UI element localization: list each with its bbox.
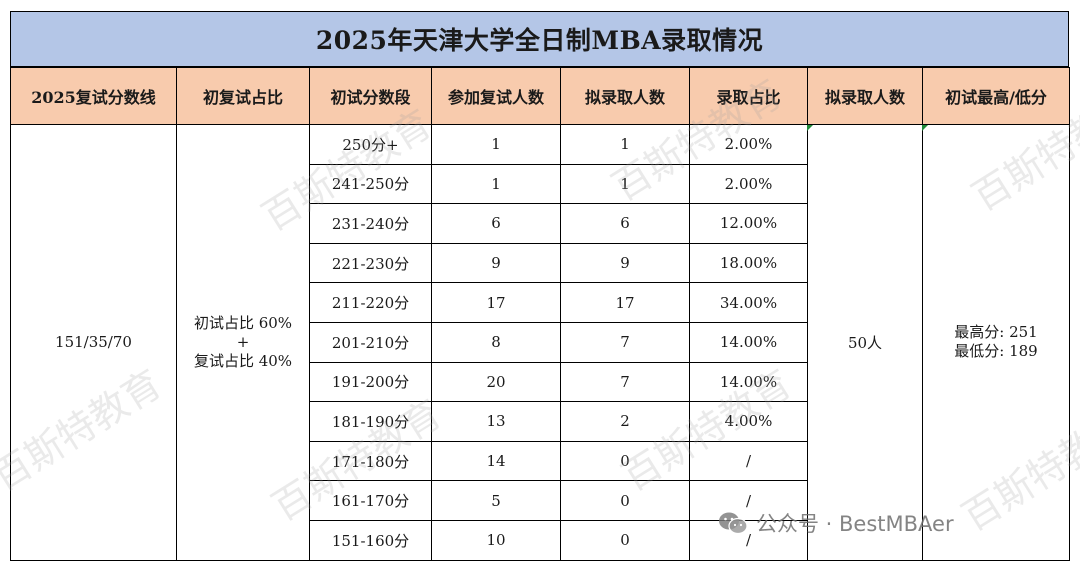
table-row: 231-240分 6 6 12.00% — [11, 203, 1070, 244]
ratio-stack: 初试占比 60% + 复试占比 40% — [177, 314, 309, 371]
ratio-initial: 初试占比 60% — [193, 313, 293, 332]
admit-rate-cell: 14.00% — [689, 321, 808, 363]
admit-rate-cell: / — [689, 440, 808, 482]
header-admitted: 拟录取人数 — [560, 67, 690, 125]
table-row: 241-250分 1 1 2.00% — [11, 163, 1070, 205]
participants-cell: 1 — [431, 163, 561, 205]
header-admit-rate: 录取占比 — [689, 67, 808, 125]
admitted-cell: 0 — [560, 480, 690, 521]
score-band-cell: 181-190分 — [309, 401, 432, 442]
table-row: 171-180分 14 0/ — [11, 440, 1070, 482]
admit-rate-cell: 34.00% — [689, 282, 808, 323]
admit-rate-cell: 18.00% — [689, 242, 808, 284]
participants-cell: 1 — [431, 124, 561, 165]
score-band-cell: 151-160分 — [309, 519, 432, 561]
score-band-cell: 250分+ — [309, 124, 432, 165]
wechat-account-label: 公众号 · BestMBAer — [756, 512, 954, 536]
score-band-cell: 171-180分 — [309, 440, 432, 482]
admit-rate-cell: / — [689, 480, 808, 521]
table-row: 181-190分 13 2 4.00% — [11, 401, 1070, 442]
admitted-cell: 0 — [560, 440, 690, 482]
participants-cell: 5 — [431, 480, 561, 521]
score-band-cell: 161-170分 — [309, 480, 432, 521]
admitted-cell: 1 — [560, 124, 690, 165]
ratio-retest: 复试占比 40% — [193, 351, 293, 370]
header-high-low: 初试最高/低分 — [922, 67, 1070, 125]
admitted-cell: 7 — [560, 321, 690, 363]
admitted-cell: 1 — [560, 163, 690, 205]
score-band-cell: 231-240分 — [309, 203, 432, 244]
admitted-cell: 7 — [560, 361, 690, 403]
comment-marker — [807, 125, 813, 131]
highest-score: 最高分: 251 — [954, 323, 1038, 342]
ratio-cell: 初试占比 60% + 复试占比 40% — [176, 124, 310, 561]
score-band-cell: 211-220分 — [309, 282, 432, 323]
participants-cell: 9 — [431, 242, 561, 284]
participants-cell: 20 — [431, 361, 561, 403]
admit-rate-cell: 2.00% — [689, 163, 808, 205]
participants-cell: 17 — [431, 282, 561, 323]
table-row: 201-210分 8 7 14.00% — [11, 321, 1070, 363]
admit-rate-cell: 14.00% — [689, 361, 808, 403]
high-low-cell: 最高分: 251 最低分: 189 — [922, 124, 1070, 561]
cutoff-cell: 151/35/70 — [10, 124, 177, 561]
wechat-footer: 公众号 · BestMBAer — [718, 508, 954, 538]
table-row: 151/35/70 初试占比 60% + 复试占比 40% 250分+ 1 1 2.00% 50… — [10, 124, 1070, 561]
table-row: 191-200分 20 7 14.00% — [11, 361, 1070, 403]
admission-table: 2025复试分数线 初复试占比 初试分数段 参加复试人数 拟录取人数 录取占比 … — [10, 67, 1070, 561]
ratio-plus: + — [236, 332, 250, 351]
high-low-stack: 最高分: 251 最低分: 189 — [954, 323, 1037, 361]
table-row: 151-160分 10 0/ — [11, 519, 1070, 561]
score-band-cell: 201-210分 — [309, 321, 432, 363]
score-band-cell: 191-200分 — [309, 361, 432, 403]
score-band-cell: 241-250分 — [309, 163, 432, 205]
header-total-admitted: 拟录取人数 — [807, 67, 923, 125]
admit-rate-cell: 12.00% — [689, 203, 808, 244]
table-row: 161-170分 5 0/ — [11, 480, 1070, 521]
admit-rate-cell: / — [689, 519, 808, 561]
header-participants: 参加复试人数 — [431, 67, 561, 125]
admit-rate-cell: 4.00% — [689, 401, 808, 442]
admitted-cell: 17 — [560, 282, 690, 323]
header-ratio: 初复试占比 — [176, 67, 310, 125]
page-title: 2025年天津大学全日制MBA录取情况 — [10, 11, 1069, 67]
header-row: 2025复试分数线 初复试占比 初试分数段 参加复试人数 拟录取人数 录取占比 … — [10, 67, 1070, 125]
participants-cell: 14 — [431, 440, 561, 482]
header-cutoff: 2025复试分数线 — [10, 67, 177, 125]
table-row: 211-220分 17 17 34.00% — [11, 282, 1070, 323]
participants-cell: 10 — [431, 519, 561, 561]
lowest-score: 最低分: 189 — [954, 342, 1038, 361]
admit-rate-cell: 2.00% — [689, 124, 808, 165]
participants-cell: 13 — [431, 401, 561, 442]
participants-cell: 6 — [431, 203, 561, 244]
header-score-band: 初试分数段 — [309, 67, 432, 125]
admitted-cell: 6 — [560, 203, 690, 244]
score-band-cell: 221-230分 — [309, 242, 432, 284]
comment-marker — [922, 125, 928, 131]
admitted-cell: 9 — [560, 242, 690, 284]
admitted-cell: 2 — [560, 401, 690, 442]
total-admitted-cell: 50人 — [807, 124, 923, 561]
wechat-icon — [719, 512, 748, 535]
admitted-cell: 0 — [560, 519, 690, 561]
participants-cell: 8 — [431, 321, 561, 363]
